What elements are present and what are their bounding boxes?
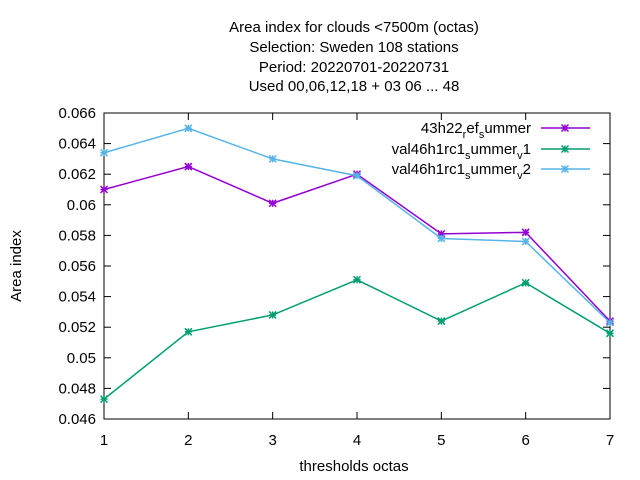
y-tick-label: 0.064 [58,136,96,153]
title-line-3: Period: 20220701-20220731 [259,59,449,76]
x-tick-label: 3 [268,432,276,449]
series-line [103,127,611,324]
axis-ticks: 0.046 0.048 0.05 0.052 0.054 0.056 0.058 0.06 0.… [58,105,614,449]
legend-entry: val46h1rc1summerv2 [392,161,590,182]
data-point [99,185,109,194]
legend-label: val46h1rc1summerv1 [392,141,531,162]
series-line [103,165,611,322]
data-point [521,228,530,237]
y-tick-label: 0.058 [58,227,96,244]
series-1 [99,162,615,326]
y-tick-label: 0.048 [58,380,96,397]
y-tick-label: 0.046 [58,411,96,428]
data-point [605,318,615,327]
y-tick-label: 0.066 [58,105,96,122]
legend: 43h22refsummerval46h1rc1summerv1val46h1r… [392,120,590,182]
title-line-1: Area index for clouds <7500m (octas) [229,19,479,36]
x-tick-label: 1 [100,432,108,449]
data-point [560,164,570,174]
title-line-2: Selection: Sweden 108 stations [249,39,458,56]
y-tick-label: 0.056 [58,258,96,275]
x-tick-label: 4 [353,432,361,449]
data-point [99,148,109,157]
y-tick-label: 0.05 [67,350,96,367]
data-point [268,199,277,208]
legend-label: val46h1rc1summerv2 [392,161,531,182]
series-3 [99,124,615,327]
data-point [99,395,109,404]
plot-area-border [103,112,611,420]
data-point [184,162,193,171]
series-line [103,278,611,400]
data-point [184,327,193,336]
series-2 [99,275,615,404]
legend-entry: val46h1rc1summerv1 [392,141,590,162]
legend-entry: 43h22refsummer [421,120,590,141]
x-tick-label: 7 [606,432,614,449]
y-tick-label: 0.054 [58,289,96,306]
y-tick-label: 0.052 [58,319,96,336]
data-point [521,237,530,246]
title-line-4: Used 00,06,12,18 + 03 06 ... 48 [249,78,460,95]
y-tick-label: 0.062 [58,166,96,183]
data-point [560,144,570,154]
data-point [560,123,570,133]
x-axis-label: thresholds octas [299,458,408,475]
data-point [352,275,362,284]
legend-label: 43h22refsummer [421,120,531,141]
data-point [352,171,362,180]
data-point [184,124,193,133]
x-tick-label: 2 [184,432,192,449]
data-point [437,317,446,326]
series-lines [99,124,615,404]
data-point [605,329,615,338]
chart-title: Area index for clouds <7500m (octas) Sel… [229,19,479,95]
data-point [521,278,530,287]
y-tick-label: 0.06 [67,197,96,214]
x-tick-label: 5 [437,432,445,449]
data-point [268,154,277,163]
y-axis-label: Area index [8,230,25,302]
data-point [268,310,277,319]
data-point [437,234,446,243]
x-tick-label: 6 [521,432,529,449]
